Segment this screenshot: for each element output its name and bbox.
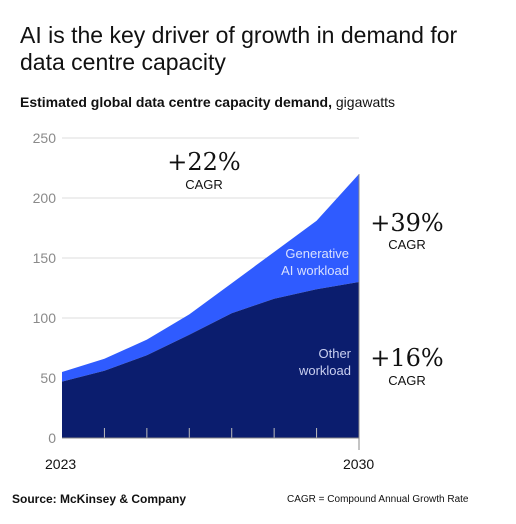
y-tick-label: 250 — [33, 130, 57, 146]
chart-subtitle: Estimated global data centre capacity de… — [20, 94, 395, 110]
cagr-caption-generative: CAGR — [388, 237, 426, 252]
series-label-generative-ai: AI workload — [281, 263, 349, 278]
y-tick-label: 100 — [33, 310, 57, 326]
chart-title: AI is the key driver of growth in demand… — [20, 22, 458, 75]
series-label-other: workload — [298, 363, 351, 378]
series-label-other: Other — [318, 346, 351, 361]
y-tick-label: 200 — [33, 190, 57, 206]
subtitle-bold: Estimated global data centre capacity de… — [20, 94, 332, 110]
cagr-value-generative: +39% — [370, 209, 443, 237]
series-area-other — [62, 282, 359, 438]
source-label: Source: McKinsey & Company — [12, 492, 187, 506]
cagr-note: CAGR = Compound Annual Growth Rate — [287, 494, 469, 505]
cagr-caption-total: CAGR — [185, 177, 223, 192]
series-area-generative-ai — [62, 174, 359, 382]
x-tick-label: 2023 — [45, 456, 76, 472]
subtitle-unit: gigawatts — [335, 94, 396, 110]
cagr-value-other: +16% — [370, 344, 443, 372]
cagr-caption-other: CAGR — [388, 373, 426, 388]
y-tick-label: 150 — [33, 250, 57, 266]
area-chart: 0 50 100 150 200 250 2023 2030 Generative AI work… — [33, 130, 444, 472]
y-tick-label: 0 — [48, 430, 56, 446]
x-tick-label: 2030 — [343, 456, 374, 472]
cagr-value-total: +22% — [167, 148, 240, 176]
y-tick-label: 50 — [40, 370, 56, 386]
series-label-generative-ai: Generative — [285, 246, 349, 261]
